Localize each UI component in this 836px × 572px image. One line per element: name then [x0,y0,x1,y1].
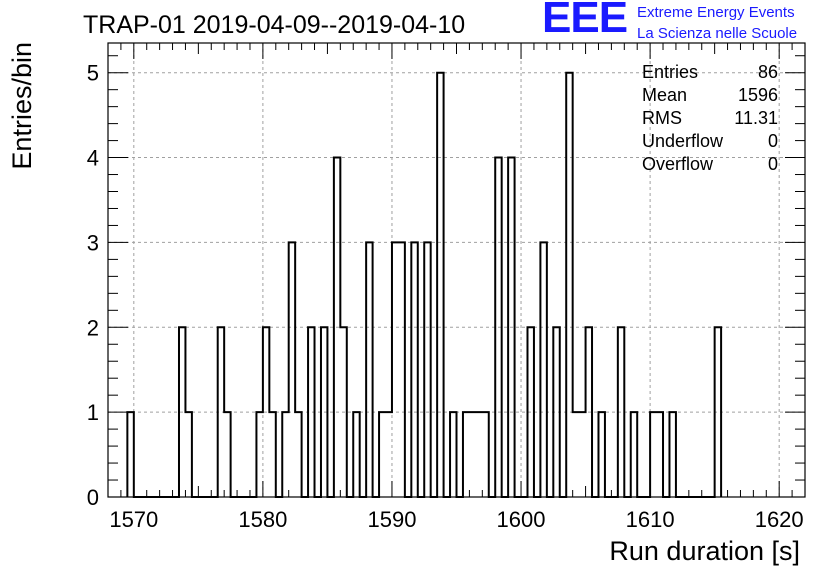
x-tick-label: 1620 [755,507,804,532]
logo-line-2: La Scienza nelle Scuole [637,25,798,42]
x-tick-label: 1590 [367,507,416,532]
stats-value: 11.31 [734,108,778,128]
logo-line-1: Extreme Energy Events [637,4,795,21]
histogram-bars [126,71,723,498]
y-tick-label: 3 [87,230,99,255]
chart-title: TRAP-01 2019-04-09--2019-04-10 [83,11,465,39]
stats-value: 86 [758,62,778,82]
stats-value: 0 [768,154,778,174]
stats-value: 1596 [738,85,778,105]
stats-label: Entries [642,62,698,82]
histogram-bin [573,412,579,497]
y-tick-label: 1 [87,400,99,425]
stats-label: RMS [642,108,682,128]
histogram-bin [579,412,585,497]
stats-label: Underflow [642,131,724,151]
x-axis-label: Run duration [s] [609,536,800,566]
y-tick-label: 2 [87,315,99,340]
stats-label: Mean [642,85,687,105]
stats-box: Entries 86 Mean 1596 RMS 11.31 Underflow 0 Overf… [642,62,778,174]
x-tick-label: 1580 [238,507,287,532]
histogram-outline [126,71,723,498]
x-tick-label: 1610 [626,507,675,532]
axes: 1570 1580 1590 1600 1610 1620 0 1 2 3 4 5 [87,42,806,532]
stats-value: 0 [768,131,778,151]
eee-logo: EEE [542,0,628,42]
y-tick-label: 5 [87,61,99,86]
x-tick-label: 1570 [109,507,158,532]
y-tick-label: 0 [87,485,99,510]
y-tick-label: 4 [87,146,99,171]
histogram-bin [469,412,475,497]
y-axis-label: Entries/bin [7,42,37,170]
stats-label: Overflow [642,154,714,174]
histogram-bin [476,412,482,497]
histogram-bin [386,412,392,497]
x-tick-label: 1600 [497,507,546,532]
